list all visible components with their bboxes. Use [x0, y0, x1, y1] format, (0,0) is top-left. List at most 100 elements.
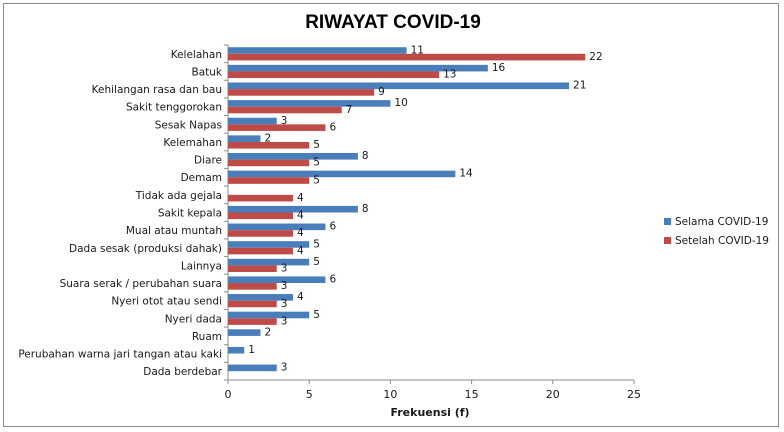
data-label: 2: [264, 326, 271, 338]
bar-selama: [228, 100, 391, 107]
category-label: Nyeri otot atau sendi: [111, 296, 222, 308]
x-tick-label: 15: [465, 388, 479, 401]
category-label: Suara serak / perubahan suara: [60, 278, 222, 290]
x-axis-label: Frekuensi (f): [390, 406, 469, 419]
category-label: Sesak Napas: [155, 119, 222, 131]
category-label: Lainnya: [181, 260, 222, 272]
data-label: 5: [313, 256, 320, 268]
data-label: 5: [313, 139, 320, 151]
x-tick-label: 20: [546, 388, 560, 401]
bar-setelah: [228, 106, 342, 114]
data-label: 5: [313, 157, 320, 169]
data-label: 5: [313, 174, 320, 186]
data-label: 2: [264, 132, 271, 144]
category-label: Perubahan warna jari tangan atau kaki: [18, 349, 222, 361]
bar-selama: [228, 135, 261, 142]
bar-selama: [228, 329, 261, 336]
category-label: Sakit tenggorokan: [126, 102, 222, 114]
bar-setelah: [228, 124, 326, 131]
category-label: Dada berdebar: [143, 366, 222, 378]
bar-selama: [228, 82, 570, 90]
bar-setelah: [228, 300, 277, 308]
legend-swatch: [664, 237, 671, 244]
data-label: 9: [378, 86, 385, 98]
x-tick-label: 25: [627, 388, 641, 401]
bar-setelah: [228, 141, 310, 149]
bar-setelah: [228, 230, 293, 237]
category-label: Kehilangan rasa dan bau: [92, 84, 222, 96]
category-label: Sakit kepala: [158, 208, 222, 220]
bar-selama: [228, 205, 358, 213]
bar-selama: [228, 241, 310, 248]
bar-setelah: [228, 159, 310, 167]
data-label: 13: [443, 69, 456, 81]
data-label: 3: [281, 115, 288, 127]
category-label: Diare: [194, 155, 222, 167]
data-label: 8: [362, 150, 369, 162]
bar-selama: [228, 153, 358, 160]
data-label: 3: [281, 315, 288, 327]
bar-setelah: [228, 265, 277, 272]
category-label: Ruam: [192, 331, 222, 343]
data-label: 8: [362, 203, 369, 215]
data-label: 22: [589, 51, 602, 63]
legend-label: Setelah COVID-19: [675, 235, 769, 247]
bar-setelah: [228, 71, 440, 79]
x-tick-label: 0: [225, 388, 232, 401]
bar-setelah: [228, 283, 277, 290]
category-label: Tidak ada gejala: [135, 190, 222, 202]
data-label: 7: [346, 104, 353, 116]
data-label: 3: [281, 262, 288, 274]
bar-selama: [228, 258, 310, 266]
category-label: Kelemahan: [163, 137, 222, 149]
data-label: 5: [313, 238, 320, 250]
data-label: 16: [492, 62, 506, 74]
data-label: 11: [411, 44, 424, 56]
x-tick-label: 5: [306, 388, 313, 401]
chart-title: RIWAYAT COVID-19: [305, 12, 481, 33]
data-label: 10: [394, 97, 407, 109]
category-label: Demam: [181, 172, 222, 184]
data-label: 3: [281, 362, 288, 374]
data-label: 3: [281, 280, 288, 292]
data-label: 4: [297, 227, 304, 239]
category-label: Kelelahan: [171, 49, 222, 61]
category-label: Dada sesak (produksi dahak): [69, 243, 222, 255]
data-label: 4: [297, 192, 304, 204]
bar-selama: [228, 276, 326, 284]
bar-setelah: [228, 53, 586, 61]
category-label: Mual atau muntah: [126, 225, 222, 237]
data-label: 5: [313, 309, 320, 321]
data-label: 14: [459, 168, 473, 180]
bar-setelah: [228, 212, 293, 220]
bar-selama: [228, 346, 245, 354]
category-label: Nyeri dada: [165, 313, 222, 325]
data-label: 4: [297, 291, 304, 303]
bar-selama: [228, 117, 277, 125]
bar-selama: [228, 170, 456, 178]
bar-selama: [228, 64, 488, 72]
bar-setelah: [228, 194, 293, 202]
legend-swatch: [664, 218, 671, 225]
bar-selama: [228, 311, 310, 319]
data-label: 6: [329, 121, 336, 133]
bar-selama: [228, 223, 326, 231]
data-label: 4: [297, 245, 304, 257]
data-label: 21: [573, 80, 586, 92]
data-label: 6: [329, 274, 336, 286]
legend: Selama COVID-19 Setelah COVID-19: [664, 216, 769, 247]
category-label: Batuk: [192, 66, 223, 78]
bar-setelah: [228, 177, 310, 184]
legend-label: Selama COVID-19: [675, 216, 768, 228]
data-label: 4: [297, 210, 304, 222]
bar-setelah: [228, 318, 277, 325]
data-label: 6: [329, 221, 336, 233]
bar-setelah: [228, 247, 293, 255]
data-label: 3: [281, 298, 288, 310]
bar-selama: [228, 294, 293, 301]
data-label: 1: [248, 344, 255, 356]
bar-setelah: [228, 89, 375, 96]
x-tick-label: 10: [383, 388, 397, 401]
